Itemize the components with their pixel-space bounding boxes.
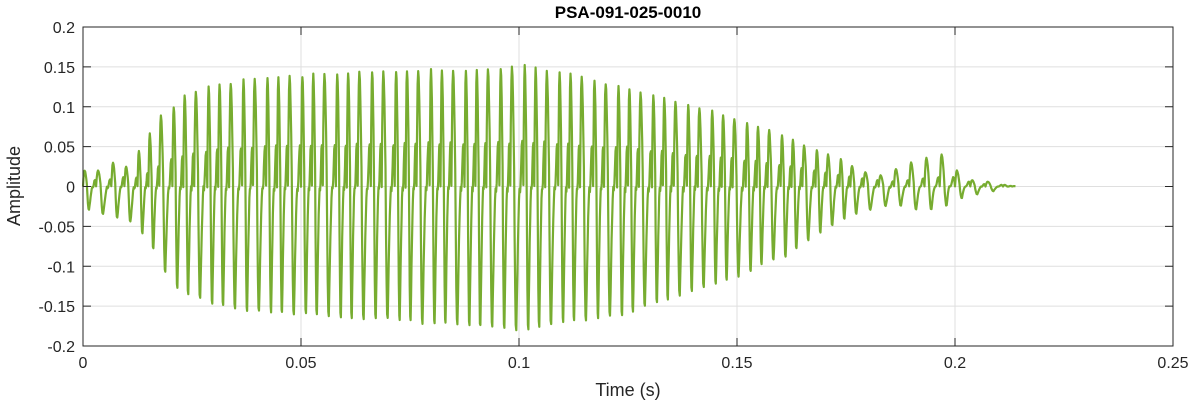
y-axis-label: Amplitude: [4, 146, 24, 226]
x-axis-label: Time (s): [595, 380, 660, 400]
y-tick-label: -0.2: [47, 339, 75, 356]
y-tick-label: 0.15: [44, 60, 75, 77]
x-tick-label: 0: [79, 355, 88, 372]
y-tick-label: 0.05: [44, 140, 75, 157]
y-tick-label: 0.2: [53, 20, 75, 37]
y-tick-label: -0.05: [39, 219, 76, 236]
x-tick-label: 0.1: [508, 355, 530, 372]
x-tick-label: 0.05: [285, 355, 316, 372]
y-tick-labels: -0.2 -0.15 -0.1 -0.05 0 0.05 0.1 0.15 0.2: [39, 20, 76, 356]
x-tick-label: 0.2: [944, 355, 966, 372]
y-tick-label: -0.15: [39, 299, 76, 316]
x-tick-label: 0.25: [1157, 355, 1188, 372]
ticks: [82, 26, 1174, 347]
x-tick-labels: 0 0.05 0.1 0.15 0.2 0.25: [79, 355, 1189, 372]
chart-title: PSA-091-025-0010: [555, 3, 701, 22]
waveform: [81, 63, 1016, 332]
y-tick-label: 0: [66, 180, 75, 197]
y-tick-label: 0.1: [53, 100, 75, 117]
x-tick-label: 0.15: [721, 355, 752, 372]
y-tick-label: -0.1: [47, 259, 75, 276]
series-line: [81, 63, 1016, 332]
